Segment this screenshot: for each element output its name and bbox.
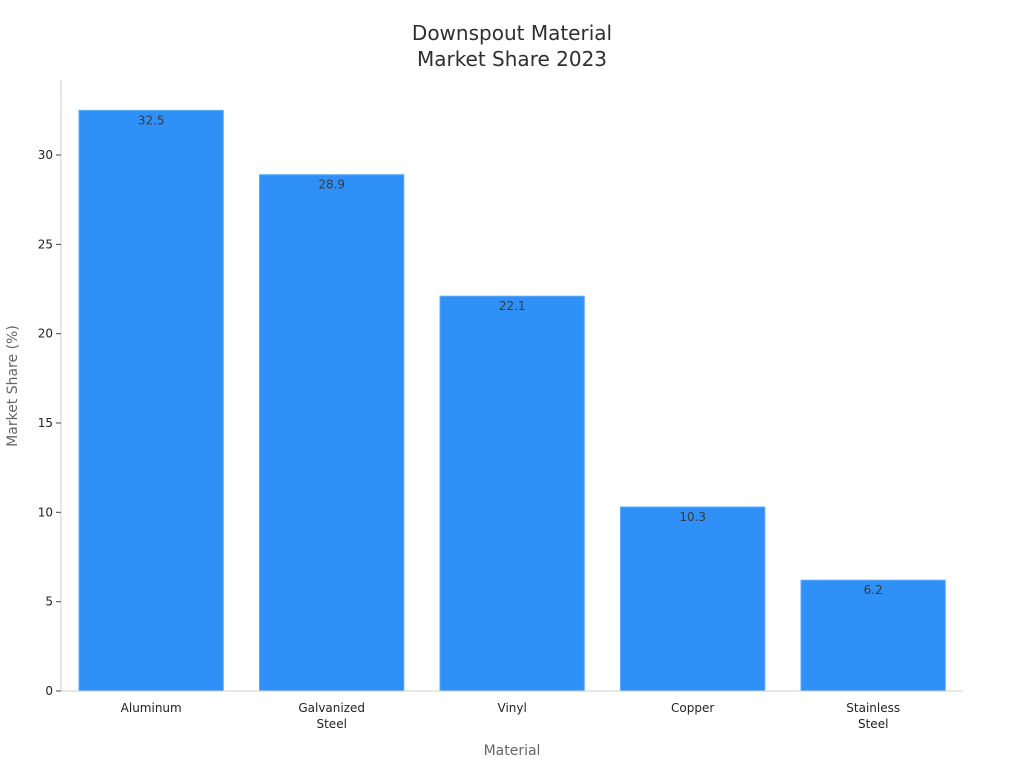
data-label-2: 22.1 [499, 299, 526, 313]
bar-0 [78, 109, 224, 692]
y-tick-label-2: 10 [38, 505, 53, 519]
y-axis-title: Market Share (%) [5, 325, 21, 447]
x-axis: Aluminum Galvanized Steel Vinyl Copper Stainl… [61, 690, 963, 731]
data-label-3: 10.3 [679, 510, 706, 524]
bar-group: 32.5 28.9 22.1 10.3 6.2 [78, 109, 946, 692]
x-tick-label-1-line-1: Steel [316, 717, 346, 731]
chart-title-line-1: Downspout Material [412, 21, 612, 45]
data-label-1: 28.9 [318, 178, 345, 192]
bar-4 [800, 579, 946, 692]
y-tick-label-4: 20 [38, 327, 53, 341]
x-tick-label-2: Vinyl [498, 701, 527, 715]
x-tick-label-1-line-0: Galvanized [298, 701, 365, 715]
bar-2 [439, 295, 585, 692]
y-tick-label-3: 15 [38, 416, 53, 430]
y-axis: 0 5 10 15 20 25 30 [38, 80, 62, 698]
data-label-4: 6.2 [864, 583, 883, 597]
y-tick-label-0: 0 [45, 684, 53, 698]
bar-1 [259, 174, 405, 692]
data-label-0: 32.5 [138, 113, 165, 127]
chart-title-line-2: Market Share 2023 [417, 47, 607, 71]
x-tick-label-4-line-1: Steel [858, 717, 888, 731]
x-axis-title: Material [484, 743, 541, 759]
y-tick-label-1: 5 [45, 595, 53, 609]
y-tick-label-6: 30 [38, 148, 53, 162]
x-tick-label-0: Aluminum [121, 701, 182, 715]
bar-3 [620, 506, 766, 692]
x-tick-label-4-line-0: Stainless [846, 701, 900, 715]
y-tick-label-5: 25 [38, 237, 53, 251]
x-tick-label-3: Copper [671, 701, 714, 715]
